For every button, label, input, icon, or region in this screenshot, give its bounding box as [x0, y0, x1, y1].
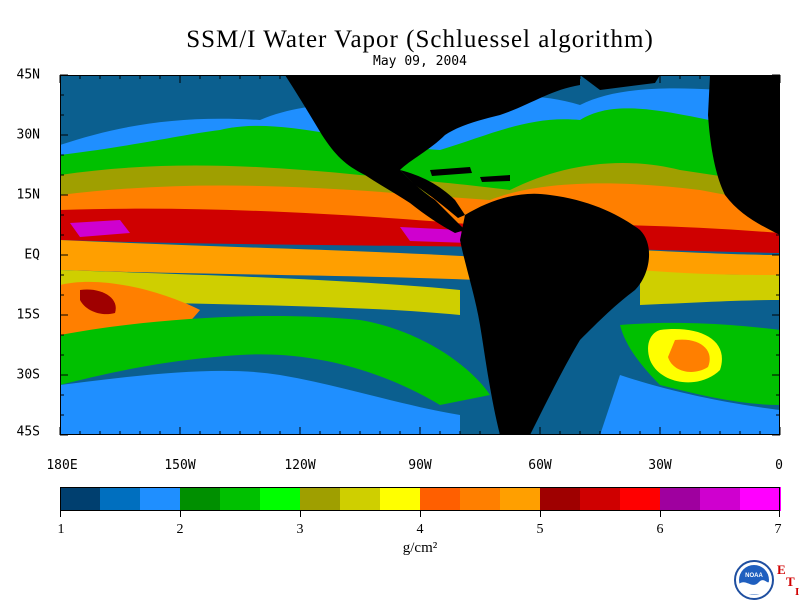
colorbar-cell [460, 487, 501, 511]
vapor-band-green-south [60, 315, 780, 405]
vapor-pocket-darkred-southwest [80, 289, 116, 315]
colorbar-cell [300, 487, 341, 511]
colorbar-tick [60, 511, 61, 517]
colorbar-label-3: 3 [296, 522, 304, 537]
caribbean-islands-land [430, 167, 510, 182]
vapor-band-blue-south [60, 370, 780, 435]
lon-label-120w: 120W [284, 458, 316, 473]
south-america-land [460, 193, 650, 435]
colorbar-cell [580, 487, 621, 511]
vapor-band-orange-south [60, 240, 780, 280]
colorbar-cell [620, 487, 661, 511]
colorbar-cell [220, 487, 261, 511]
map-frame [60, 75, 780, 435]
colorbar [60, 487, 781, 511]
lat-label-30s: 30S [16, 367, 40, 383]
lat-label-15n: 15N [16, 187, 40, 203]
logo-letter-t: T [786, 574, 795, 589]
lon-label-30w: 30W [648, 458, 672, 473]
colorbar-tick [180, 511, 181, 517]
colorbar-cell [420, 487, 461, 511]
colorbar-cell [140, 487, 181, 511]
chart-title: SSM/I Water Vapor (Schluessel algorithm) [186, 26, 654, 53]
colorbar-label-2: 2 [176, 522, 184, 537]
map-panel [59, 74, 781, 436]
noaa-logo-icon: NOAA [734, 560, 774, 600]
lat-label-eq: EQ [24, 247, 40, 263]
colorbar-cell [540, 487, 581, 511]
chart-date: May 09, 2004 [373, 54, 467, 69]
colorbar-tick [779, 511, 780, 517]
west-africa-land [708, 75, 780, 235]
colorbar-tick [660, 511, 661, 517]
colorbar-cell [500, 487, 541, 511]
central-america-land [400, 170, 465, 218]
lat-label-30n: 30N [16, 127, 40, 143]
colorbar-label-6: 6 [656, 522, 664, 537]
colorbar-cell [60, 487, 101, 511]
colorbar-tick [540, 511, 541, 517]
colorbar-tick [300, 511, 301, 517]
lon-label-60w: 60W [528, 458, 552, 473]
lon-label-0: 0 [775, 458, 783, 473]
colorbar-label-1: 1 [57, 522, 65, 537]
north-america-land [285, 75, 580, 233]
map-axes [59, 74, 781, 436]
vapor-band-yellow-south [60, 270, 780, 315]
itcz-magenta-core [70, 220, 470, 243]
lat-label-45s: 45S [16, 424, 40, 440]
colorbar-label-7: 7 [774, 522, 782, 537]
lon-label-180e: 180E [46, 458, 78, 473]
colorbar-cell [740, 487, 781, 511]
colorbar-cell [340, 487, 381, 511]
vapor-swirl-orange-southeast [668, 339, 710, 372]
colorbar-cell [100, 487, 141, 511]
logo-text: NOAA [745, 573, 763, 579]
logo-letter-i: I [795, 586, 800, 598]
colorbar-tick [420, 511, 421, 517]
colorbar-cell [660, 487, 701, 511]
lon-label-90w: 90W [408, 458, 432, 473]
colorbar-units: g/cm² [402, 540, 438, 556]
lat-label-45n: 45N [16, 67, 40, 83]
colorbar-cell [260, 487, 301, 511]
colorbar-cell [380, 487, 421, 511]
logo-letter-e: E [777, 562, 786, 577]
lat-label-15s: 15S [16, 307, 40, 323]
colorbar-label-5: 5 [536, 522, 544, 537]
colorbar-cell [180, 487, 221, 511]
colorbar-label-4: 4 [416, 522, 424, 537]
lon-label-150w: 150W [164, 458, 196, 473]
colorbar-cell [700, 487, 741, 511]
water-vapor-map [60, 75, 780, 435]
